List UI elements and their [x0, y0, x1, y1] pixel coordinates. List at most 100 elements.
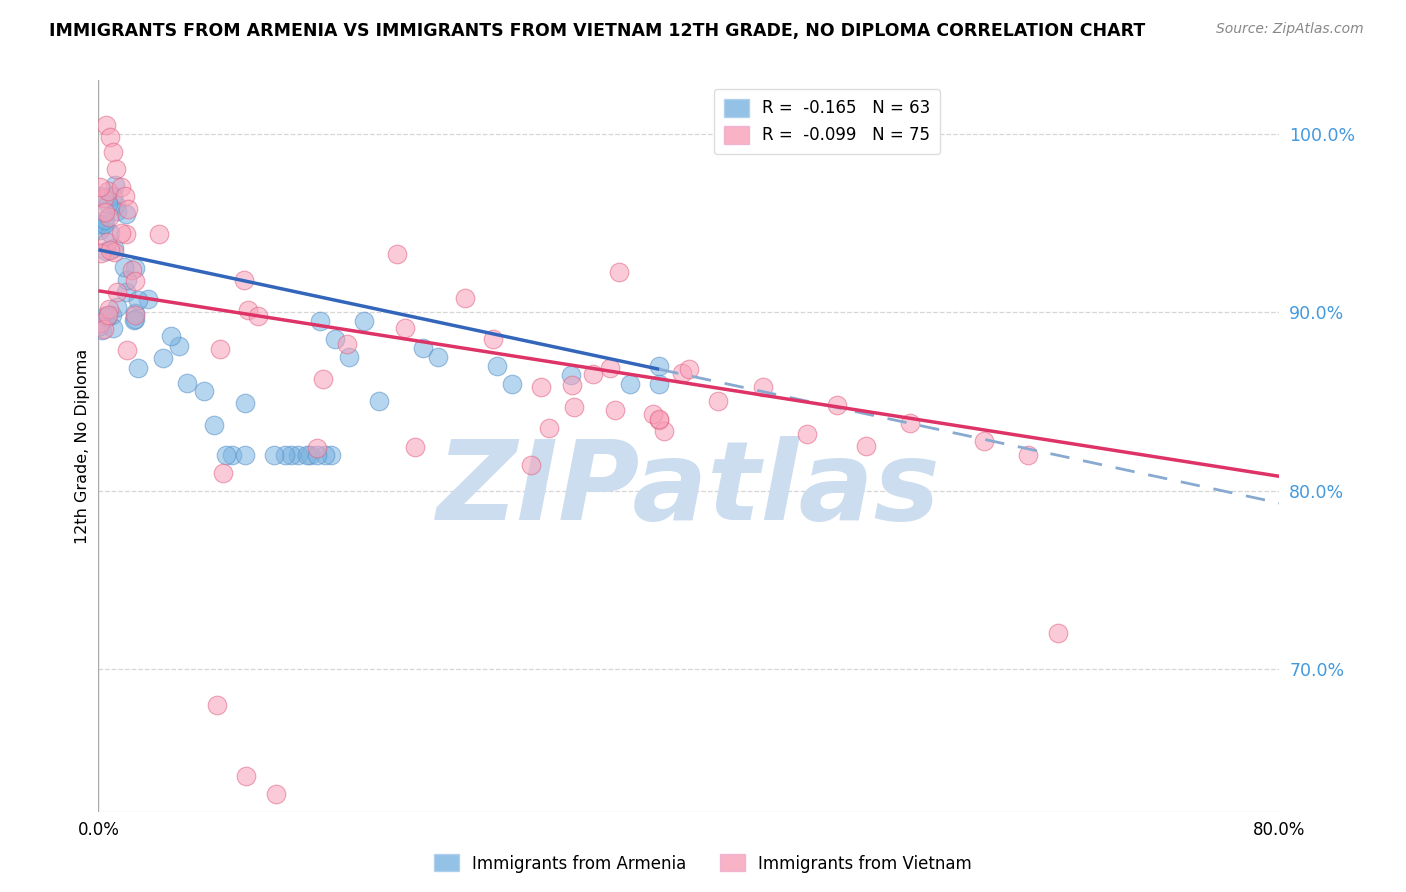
Point: [110, 180, 132, 194]
Point: [412, 341, 434, 355]
Point: [202, 418, 225, 433]
Point: [94, 118, 117, 132]
Point: [115, 207, 138, 221]
Y-axis label: 12th Grade, No Diploma: 12th Grade, No Diploma: [75, 349, 90, 543]
Point: [323, 332, 346, 346]
Point: [98, 130, 121, 145]
Point: [900, 416, 922, 430]
Point: [427, 350, 450, 364]
Point: [148, 227, 170, 242]
Point: [307, 441, 329, 455]
Point: [1018, 448, 1040, 462]
Point: [221, 448, 243, 462]
Point: [973, 434, 995, 448]
Point: [530, 380, 553, 394]
Point: [368, 394, 391, 409]
Point: [314, 448, 336, 462]
Point: [103, 145, 125, 159]
Point: [678, 362, 700, 376]
Point: [97, 301, 120, 316]
Point: [297, 448, 319, 462]
Point: [124, 308, 146, 322]
Text: Source: ZipAtlas.com: Source: ZipAtlas.com: [1216, 22, 1364, 37]
Point: [215, 448, 238, 462]
Point: [280, 448, 302, 462]
Point: [96, 244, 118, 259]
Legend: R =  -0.165   N = 63, R =  -0.099   N = 75: R = -0.165 N = 63, R = -0.099 N = 75: [714, 88, 941, 154]
Point: [205, 698, 228, 712]
Point: [124, 274, 146, 288]
Point: [112, 260, 135, 275]
Point: [641, 407, 664, 421]
Point: [387, 246, 409, 260]
Point: [93, 322, 115, 336]
Point: [96, 310, 118, 325]
Point: [654, 424, 676, 438]
Point: [103, 245, 125, 260]
Point: [89, 223, 111, 237]
Point: [599, 361, 621, 376]
Point: [796, 426, 818, 441]
Point: [89, 318, 111, 333]
Point: [105, 203, 128, 218]
Point: [752, 380, 775, 394]
Point: [247, 309, 270, 323]
Point: [93, 217, 115, 231]
Point: [160, 328, 183, 343]
Point: [537, 420, 560, 434]
Point: [707, 394, 730, 409]
Point: [321, 448, 343, 462]
Point: [648, 376, 671, 391]
Point: [105, 285, 128, 300]
Point: [97, 308, 120, 322]
Point: [96, 235, 118, 249]
Point: [89, 189, 111, 203]
Point: [671, 366, 693, 380]
Point: [138, 293, 160, 307]
Point: [127, 361, 149, 376]
Point: [486, 359, 509, 373]
Point: [115, 227, 138, 242]
Point: [454, 292, 477, 306]
Point: [238, 302, 260, 317]
Point: [605, 403, 627, 417]
Text: IMMIGRANTS FROM ARMENIA VS IMMIGRANTS FROM VIETNAM 12TH GRADE, NO DIPLOMA CORREL: IMMIGRANTS FROM ARMENIA VS IMMIGRANTS FR…: [49, 22, 1146, 40]
Point: [562, 401, 585, 415]
Point: [561, 378, 583, 392]
Point: [98, 243, 121, 257]
Point: [93, 191, 115, 205]
Point: [110, 226, 132, 240]
Point: [93, 309, 115, 323]
Text: ZIPatlas: ZIPatlas: [437, 436, 941, 543]
Point: [235, 769, 257, 783]
Point: [101, 189, 124, 203]
Point: [233, 273, 256, 287]
Point: [89, 179, 111, 194]
Point: [103, 241, 125, 255]
Point: [193, 384, 215, 398]
Point: [117, 202, 139, 216]
Point: [114, 285, 136, 299]
Point: [97, 184, 120, 198]
Point: [825, 398, 848, 412]
Point: [481, 332, 503, 346]
Point: [855, 439, 877, 453]
Point: [115, 273, 138, 287]
Point: [167, 339, 190, 353]
Point: [335, 337, 357, 351]
Point: [114, 189, 136, 203]
Point: [97, 197, 120, 211]
Point: [520, 458, 543, 472]
Point: [124, 312, 146, 326]
Point: [89, 316, 111, 330]
Point: [93, 212, 115, 227]
Point: [127, 293, 149, 307]
Point: [353, 314, 375, 328]
Point: [176, 376, 198, 390]
Point: [98, 211, 121, 225]
Point: [264, 787, 287, 801]
Point: [607, 265, 630, 279]
Point: [287, 448, 309, 462]
Point: [394, 321, 416, 335]
Point: [152, 351, 174, 365]
